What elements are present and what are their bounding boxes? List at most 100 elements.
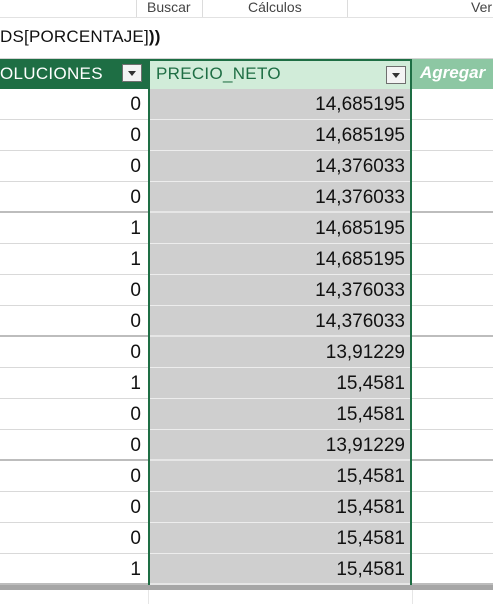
- table-row[interactable]: 14,685195: [150, 89, 410, 120]
- table-row[interactable]: [412, 182, 493, 213]
- column-header-devoluciones[interactable]: OLUCIONES: [0, 59, 148, 89]
- cell-devoluciones[interactable]: 1: [130, 218, 141, 239]
- table-row[interactable]: 0: [0, 523, 148, 554]
- cell-precio-neto[interactable]: 14,685195: [315, 125, 405, 146]
- cell-devoluciones[interactable]: 0: [130, 94, 141, 115]
- table-row[interactable]: 15,4581: [150, 399, 410, 430]
- table-row[interactable]: 15,4581: [150, 461, 410, 492]
- cell-precio-neto[interactable]: 14,685195: [315, 218, 405, 239]
- cell-devoluciones[interactable]: 1: [130, 249, 141, 270]
- table-row[interactable]: [412, 120, 493, 151]
- cell-precio-neto[interactable]: 15,4581: [336, 497, 405, 518]
- cell-precio-neto[interactable]: 14,685195: [315, 94, 405, 115]
- table-row[interactable]: [412, 399, 493, 430]
- cell-precio-neto[interactable]: 14,376033: [315, 311, 405, 332]
- table-row[interactable]: 0: [0, 151, 148, 182]
- filter-dropdown-icon[interactable]: [122, 64, 142, 82]
- table-row[interactable]: 0: [0, 306, 148, 337]
- table-row[interactable]: 13,91229: [150, 337, 410, 368]
- cell-devoluciones[interactable]: 0: [130, 280, 141, 301]
- table-row[interactable]: 1: [0, 213, 148, 244]
- table-row[interactable]: 1: [0, 554, 148, 585]
- cell-precio-neto[interactable]: 14,376033: [315, 187, 405, 208]
- table-row[interactable]: 13,91229: [150, 430, 410, 461]
- table-row[interactable]: 0: [0, 182, 148, 213]
- table-row[interactable]: 1: [0, 244, 148, 275]
- cell-devoluciones[interactable]: 1: [130, 373, 141, 394]
- table-row[interactable]: [412, 554, 493, 585]
- ribbon-separator: [202, 0, 203, 17]
- table-row[interactable]: [412, 244, 493, 275]
- column-devoluciones: 0 0 0 0 1 1 0 0 0 1 0 0 0 0 0 1: [0, 89, 148, 585]
- formula-text-suffix: )): [148, 27, 161, 46]
- table-row[interactable]: 15,4581: [150, 554, 410, 585]
- table-row[interactable]: 15,4581: [150, 492, 410, 523]
- cell-devoluciones[interactable]: 0: [130, 528, 141, 549]
- table-row[interactable]: [412, 89, 493, 120]
- cell-devoluciones[interactable]: 0: [130, 404, 141, 425]
- table-row[interactable]: [412, 523, 493, 554]
- cell-precio-neto[interactable]: 15,4581: [336, 559, 405, 580]
- cell-devoluciones[interactable]: 1: [130, 559, 141, 580]
- ribbon-item-ver[interactable]: Ver: [471, 0, 493, 15]
- table-row[interactable]: 0: [0, 399, 148, 430]
- table-row[interactable]: [412, 306, 493, 337]
- cell-devoluciones[interactable]: 0: [130, 125, 141, 146]
- table-row[interactable]: 14,376033: [150, 275, 410, 306]
- table-row[interactable]: [412, 430, 493, 461]
- table-row[interactable]: [412, 213, 493, 244]
- table-row[interactable]: [412, 275, 493, 306]
- column-separator: [412, 590, 413, 604]
- formula-bar[interactable]: DS[PORCENTAJE])): [0, 18, 493, 59]
- cell-precio-neto[interactable]: 15,4581: [336, 466, 405, 487]
- table-row[interactable]: [412, 461, 493, 492]
- cell-precio-neto[interactable]: 14,685195: [315, 249, 405, 270]
- cell-precio-neto[interactable]: 14,376033: [315, 280, 405, 301]
- ribbon-separator: [347, 0, 348, 17]
- cell-devoluciones[interactable]: 0: [130, 342, 141, 363]
- cell-devoluciones[interactable]: 0: [130, 156, 141, 177]
- table-row[interactable]: 15,4581: [150, 368, 410, 399]
- table-row[interactable]: 1: [0, 368, 148, 399]
- cell-devoluciones[interactable]: 0: [130, 435, 141, 456]
- cell-devoluciones[interactable]: 0: [130, 311, 141, 332]
- table-row[interactable]: 0: [0, 430, 148, 461]
- column-add: [412, 89, 493, 585]
- table-row[interactable]: 0: [0, 89, 148, 120]
- table-row[interactable]: 14,376033: [150, 151, 410, 182]
- ribbon-item-calculos[interactable]: Cálculos: [248, 0, 302, 15]
- cell-devoluciones[interactable]: 0: [130, 466, 141, 487]
- table-row[interactable]: 0: [0, 492, 148, 523]
- cell-devoluciones[interactable]: 0: [130, 187, 141, 208]
- table-row[interactable]: 0: [0, 461, 148, 492]
- table-row[interactable]: [412, 368, 493, 399]
- cell-precio-neto[interactable]: 15,4581: [336, 528, 405, 549]
- table-row[interactable]: 0: [0, 275, 148, 306]
- table-row[interactable]: [412, 492, 493, 523]
- add-column-header[interactable]: Agregar: [412, 59, 493, 89]
- formula-text-prefix: DS[PORCENTAJE]: [0, 27, 149, 46]
- table-row[interactable]: 14,685195: [150, 244, 410, 275]
- cell-precio-neto[interactable]: 14,376033: [315, 156, 405, 177]
- formula-text[interactable]: DS[PORCENTAJE])): [0, 27, 161, 47]
- column-header-precio-neto[interactable]: PRECIO_NETO: [148, 59, 412, 89]
- ribbon-item-buscar[interactable]: Buscar: [147, 0, 191, 15]
- data-grid: 0 0 0 0 1 1 0 0 0 1 0 0 0 0 0 1 14,685195 14,685195 14,37…: [0, 89, 493, 585]
- table-row[interactable]: [412, 151, 493, 182]
- table-row[interactable]: 15,4581: [150, 523, 410, 554]
- cell-precio-neto[interactable]: 13,91229: [325, 342, 405, 363]
- table-row[interactable]: [412, 337, 493, 368]
- ribbon-menu: Buscar Cálculos Ver: [0, 0, 493, 18]
- cell-devoluciones[interactable]: 0: [130, 497, 141, 518]
- table-row[interactable]: 14,376033: [150, 182, 410, 213]
- table-row[interactable]: 14,685195: [150, 213, 410, 244]
- cell-precio-neto[interactable]: 15,4581: [336, 373, 405, 394]
- table-row[interactable]: 0: [0, 120, 148, 151]
- filter-dropdown-icon[interactable]: [386, 66, 406, 84]
- table-row[interactable]: 14,376033: [150, 306, 410, 337]
- table-row[interactable]: 14,685195: [150, 120, 410, 151]
- column-header-label: PRECIO_NETO: [156, 64, 281, 83]
- cell-precio-neto[interactable]: 15,4581: [336, 404, 405, 425]
- table-row[interactable]: 0: [0, 337, 148, 368]
- cell-precio-neto[interactable]: 13,91229: [325, 435, 405, 456]
